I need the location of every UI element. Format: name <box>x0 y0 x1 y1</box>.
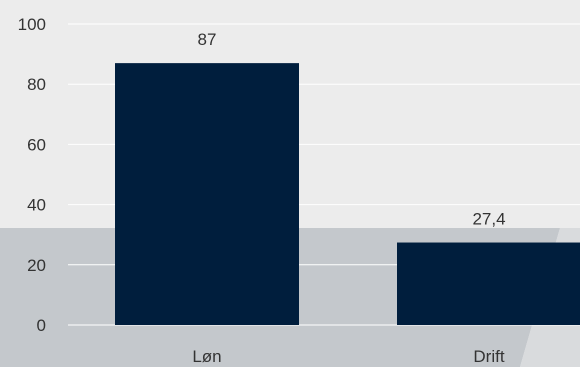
y-tick-label-80: 80 <box>27 75 46 94</box>
bars <box>115 63 580 325</box>
category-label-1: Drift <box>473 347 504 366</box>
y-tick-label-60: 60 <box>27 135 46 154</box>
y-tick-label-40: 40 <box>27 196 46 215</box>
y-axis-ticks: 0 20 40 60 80 100 <box>18 15 46 335</box>
x-axis-categories: Løn Drift <box>192 347 505 366</box>
y-tick-label-0: 0 <box>37 316 46 335</box>
data-label-0: 87 <box>198 30 217 49</box>
bar-1 <box>397 242 580 325</box>
data-label-1: 27,4 <box>472 210 505 229</box>
category-label-0: Løn <box>192 347 221 366</box>
bar-0 <box>115 63 299 325</box>
data-labels: 87 27,4 <box>198 30 506 228</box>
y-tick-label-100: 100 <box>18 15 46 34</box>
y-tick-label-20: 20 <box>27 256 46 275</box>
